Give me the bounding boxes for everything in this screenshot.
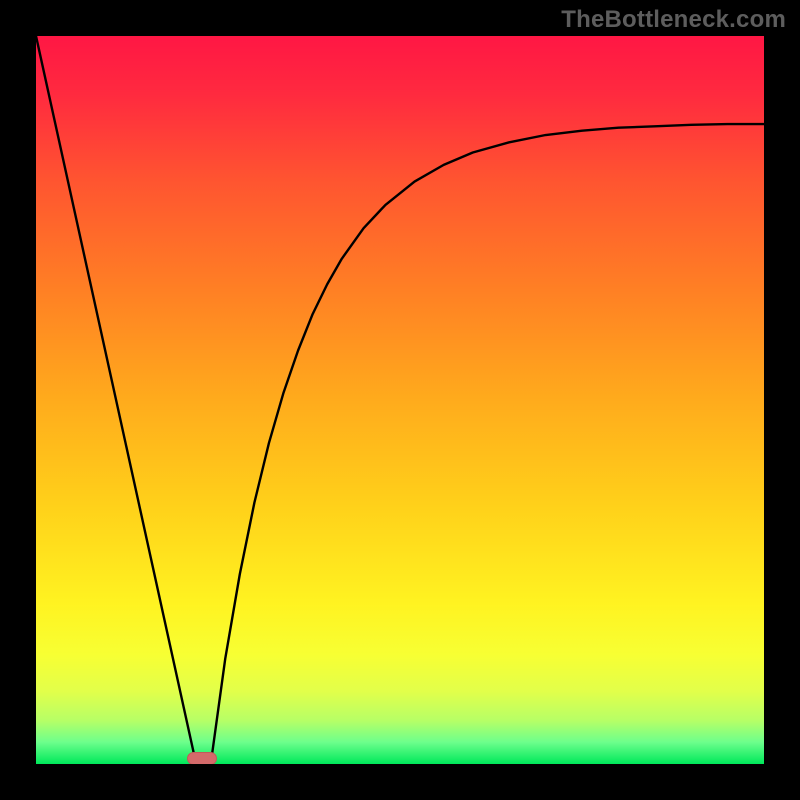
valley-marker-pill: [187, 752, 218, 764]
bottleneck-curve-path: [36, 36, 764, 764]
watermark-text: TheBottleneck.com: [561, 6, 786, 34]
chart-outer: TheBottleneck.com: [0, 0, 800, 800]
plot-area: [36, 36, 764, 764]
bottleneck-curve: [36, 36, 764, 764]
